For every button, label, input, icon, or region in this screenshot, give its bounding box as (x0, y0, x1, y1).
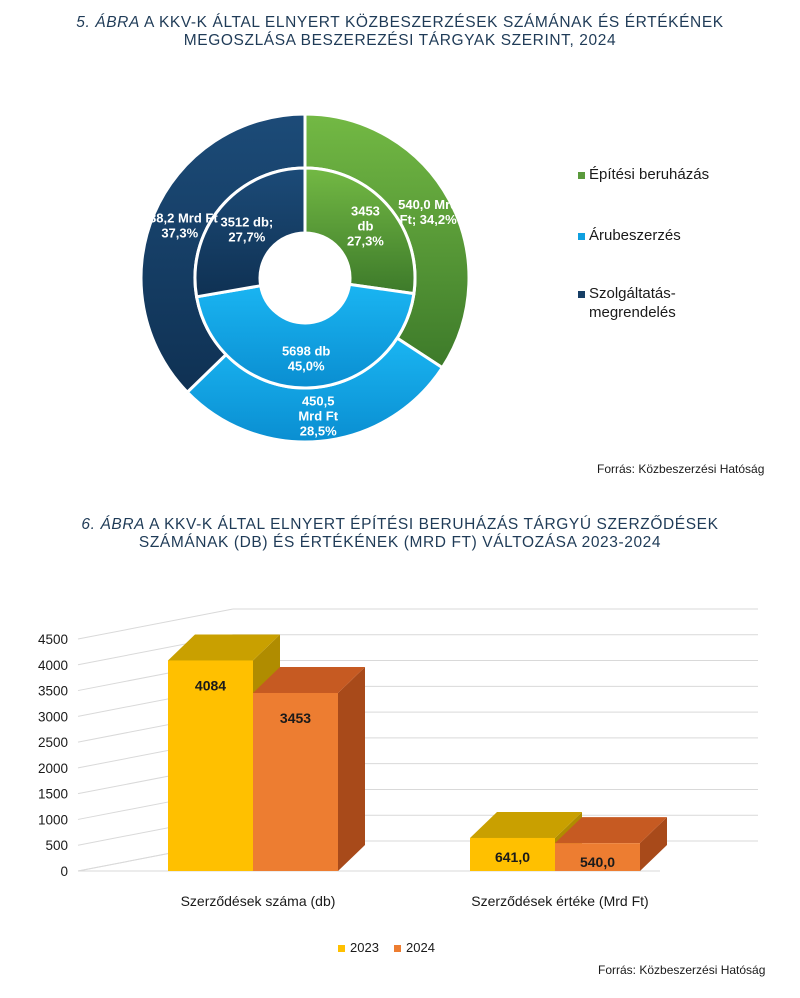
bar-top-2024-1 (555, 817, 667, 844)
legend-label-szolg-line2: megrendelés (589, 304, 676, 321)
legend-label-szolg-line1: Szolgáltatás- (589, 285, 676, 302)
legend-item-szolg: Szolgáltatás- megrendelés (578, 284, 676, 322)
inner-ring-label-szolg: 3512 db; 27,7% (220, 215, 273, 245)
bar-top-2023-1 (470, 811, 582, 838)
legend-item-2024: 2024 (394, 940, 435, 955)
inner-ring-slice-szolg (193, 166, 307, 299)
legend-item-epitesi: Építési beruházás (578, 165, 709, 184)
bar-label-2024-1: 540,0 (580, 854, 615, 870)
bar-top-2024-0 (253, 666, 365, 693)
x-category-label-1: Szerződések értéke (Mrd Ft) (471, 893, 648, 909)
inner-ring-label-aru: 5698 db 45,0% (282, 343, 330, 373)
figure2-title: 6. ÁBRA A KKV-K ÁLTAL ELNYERT ÉPÍTÉSI BE… (0, 516, 800, 552)
bar-2023-1 (470, 837, 555, 871)
figure2-title-number: 6. ÁBRA (81, 516, 146, 533)
bar-top-2023-0 (168, 634, 280, 661)
inner-ring-slice-epitesi (303, 166, 417, 296)
legend-label-2024: 2024 (406, 940, 435, 955)
legend-item-aru: Árubeszerzés (578, 226, 681, 245)
legend-swatch-szolg (578, 290, 585, 298)
outer-ring-label-epitesi: 540,0 Mrd Ft; 34,2% (398, 197, 458, 227)
figure1-title-text: A KKV-K ÁLTAL ELNYERT KÖZBESZERZÉSEK SZÁ… (139, 14, 724, 31)
y-tick-label: 0 (60, 864, 68, 879)
y-tick-label: 3000 (38, 709, 68, 724)
bar-2024-1 (555, 843, 640, 871)
bar-chart: 0 500 1000 1500 2000 2500 3000 3500 4000 4500 408… (38, 608, 758, 909)
inner-ring-slice-aru (194, 282, 416, 390)
figure1-title-line2: MEGOSZLÁSA BESZEREZÉSI TÁRGYAK SZERINT, … (183, 32, 617, 49)
y-tick-label: 3500 (38, 684, 68, 699)
bar-label-2023-0: 4084 (195, 677, 226, 693)
bar-label-2023-1: 641,0 (495, 849, 530, 865)
y-tick-label: 2500 (38, 735, 68, 750)
bar-label-2024-0: 3453 (280, 710, 311, 726)
y-tick-label: 4500 (38, 632, 68, 647)
figure1-title: 5. ÁBRA A KKV-K ÁLTAL ELNYERT KÖZBESZERZ… (0, 14, 800, 50)
legend-item-2023: 2023 (338, 940, 379, 955)
figure1-title-number: 5. ÁBRA (76, 14, 140, 31)
inner-ring-label-epitesi: 3453 db 27,3% (347, 204, 384, 249)
legend-swatch-2023 (338, 945, 345, 953)
y-tick-label: 2000 (38, 761, 68, 776)
legend-swatch-aru (578, 232, 585, 240)
figure2-source: Forrás: Közbeszerzési Hatóság (598, 963, 766, 977)
outer-ring-label-aru: 450,5 Mrd Ft 28,5% (298, 393, 338, 438)
bar-2023-0 (168, 660, 253, 871)
legend-swatch-2024 (394, 945, 401, 953)
bar-side-2024-0 (338, 666, 365, 871)
legend-label-aru: Árubeszerzés (589, 227, 681, 244)
legend-label-epitesi: Építési beruházás (589, 166, 710, 183)
y-tick-label: 4000 (38, 658, 68, 673)
doughnut-chart: 540,0 Mrd Ft; 34,2% 450,5 Mrd Ft 28,5% 588,2 … (139, 112, 471, 444)
figure2-title-text: A KKV-K ÁLTAL ELNYERT ÉPÍTÉSI BERUHÁZÁS … (145, 516, 719, 533)
y-tick-label: 500 (45, 838, 68, 853)
bar-side-2024-1 (640, 817, 667, 871)
y-tick-label: 1500 (38, 787, 68, 802)
gridline-side (77, 608, 234, 640)
legend-swatch-epitesi (578, 171, 585, 179)
legend-label-2023: 2023 (350, 940, 379, 955)
outer-ring-label-szolg: 588,2 Mrd Ft 37,3% (142, 211, 219, 241)
y-tick-label: 1000 (38, 812, 68, 827)
x-category-label-0: Szerződések száma (db) (181, 893, 336, 909)
figure2-title-line2: SZÁMÁNAK (DB) ÉS ÉRTÉKÉNEK (MRD FT) VÁLT… (138, 534, 662, 551)
figure1-source: Forrás: Közbeszerzési Hatóság (597, 462, 765, 476)
bar-2024-0 (253, 692, 338, 871)
